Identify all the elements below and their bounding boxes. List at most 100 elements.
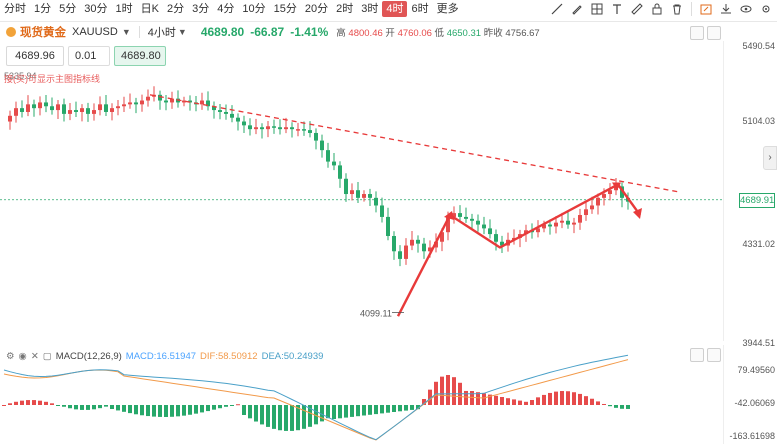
macd-histogram-bar <box>278 405 282 431</box>
candle-body <box>524 230 528 235</box>
symbol-name[interactable]: 现货黄金 <box>20 26 66 39</box>
tab-timeframe[interactable]: 6时 <box>411 3 429 15</box>
candle-body <box>224 111 228 114</box>
toolbar-divider <box>691 2 692 16</box>
macd-chart[interactable] <box>0 348 723 444</box>
grid-icon[interactable] <box>588 1 606 17</box>
price-chart[interactable]: 4099.11 <box>0 41 723 345</box>
scale-icon[interactable] <box>707 26 721 40</box>
wave-path <box>396 183 641 317</box>
macd-histogram-bar <box>530 400 534 405</box>
macd-histogram-bar <box>356 405 360 417</box>
text-icon[interactable] <box>608 1 626 17</box>
candle-body <box>182 100 186 103</box>
macd-histogram-bar <box>62 405 66 407</box>
tab-timeframe[interactable]: 5分 <box>59 3 77 15</box>
candle-body <box>428 247 432 252</box>
macd-tools <box>690 348 721 362</box>
candle-body <box>620 186 624 198</box>
candle-body <box>266 126 270 130</box>
macd-histogram-bar <box>452 377 456 405</box>
settings-icon[interactable] <box>757 1 775 17</box>
macd-histogram-bar <box>362 405 366 416</box>
tab-timeframe[interactable]: 2分 <box>166 3 185 15</box>
candle-body <box>464 216 468 219</box>
chevron-right-icon[interactable]: › <box>763 146 777 170</box>
macd-histogram-bar <box>416 405 420 410</box>
interval-select[interactable]: 4小时 <box>147 26 176 39</box>
candle-body <box>278 127 282 130</box>
symbol-code[interactable]: XAUUSD <box>72 25 118 38</box>
tab-timeframe[interactable]: 2时 <box>336 3 354 15</box>
buy-price-button[interactable]: 4689.80 <box>114 46 166 66</box>
save-icon[interactable] <box>717 1 735 17</box>
macd-histogram-bar <box>602 403 606 405</box>
macd-value: MACD:16.51947 <box>125 350 197 362</box>
macd-histogram-bar <box>218 405 222 409</box>
candle-body <box>68 110 72 114</box>
candle-body <box>374 197 378 206</box>
visibility-icon[interactable] <box>737 1 755 17</box>
candle-body <box>560 220 564 223</box>
quantity-input[interactable]: 0.01 <box>68 46 110 66</box>
candle-body <box>50 106 54 111</box>
tab-timeframe[interactable]: 15分 <box>273 3 297 15</box>
macd-histogram-bar <box>446 375 450 405</box>
chevron-down-icon[interactable]: ▼ <box>121 26 131 37</box>
candle-body <box>350 190 354 195</box>
candle-body <box>452 213 456 217</box>
visibility-icon[interactable]: ◉ <box>18 350 27 362</box>
price-axis: 5490.54 5104.03 4331.02 3944.51 <box>723 41 777 348</box>
candle-body <box>110 108 114 112</box>
snapshot-icon[interactable] <box>697 1 715 17</box>
close-icon[interactable]: ✕ <box>30 350 39 362</box>
lock-icon[interactable] <box>648 1 666 17</box>
macd-histogram-bar <box>380 405 384 414</box>
pen-icon[interactable] <box>568 1 586 17</box>
chevron-down-icon[interactable]: ▼ <box>177 26 187 37</box>
candle-body <box>188 100 192 103</box>
candle-body <box>308 130 312 133</box>
candle-body <box>482 224 486 229</box>
macd-histogram-bar <box>404 405 408 411</box>
candle-body <box>608 190 612 195</box>
macd-histogram-bar <box>524 401 528 405</box>
tab-timeframe[interactable]: 4分 <box>217 3 235 15</box>
tab-timeframe[interactable]: 10分 <box>242 3 266 15</box>
macd-histogram-bar <box>26 400 30 405</box>
delete-icon[interactable] <box>668 1 686 17</box>
macd-histogram-bar <box>608 405 612 407</box>
high-value: 4800.46 <box>348 27 383 39</box>
macd-histogram-bar <box>440 376 444 405</box>
expand-icon[interactable]: ▢ <box>42 350 52 362</box>
tab-timeframe[interactable]: 30分 <box>84 3 108 15</box>
tab-timeframe[interactable]: 日K <box>140 3 159 15</box>
tab-timeframe[interactable]: 1分 <box>34 3 52 15</box>
macd-histogram-bar <box>182 405 186 416</box>
trend-line-icon[interactable] <box>548 1 566 17</box>
candle-body <box>32 104 36 109</box>
ruler-icon[interactable] <box>628 1 646 17</box>
macd-histogram-bar <box>140 405 144 416</box>
tab-timeframe[interactable]: 分时 <box>4 3 26 15</box>
candle-body <box>218 110 222 112</box>
macd-histogram-bar <box>170 405 174 417</box>
tab-timeframe[interactable]: 1时 <box>115 3 133 15</box>
scale-icon[interactable] <box>707 348 721 362</box>
candle-body <box>422 243 426 252</box>
candle-body <box>488 228 492 235</box>
tab-timeframe[interactable]: 3时 <box>361 3 379 15</box>
zoom-icon[interactable] <box>690 348 704 362</box>
macd-histogram-bar <box>212 405 216 410</box>
zoom-icon[interactable] <box>690 26 704 40</box>
candle-body <box>578 215 582 223</box>
tab-timeframe[interactable]: 20分 <box>304 3 329 15</box>
sell-price-button[interactable]: 4689.96 <box>6 46 64 66</box>
tab-timeframe[interactable]: 3分 <box>192 3 210 15</box>
macd-label: -42.06069 <box>734 398 775 408</box>
macd-histogram-bar <box>512 399 516 405</box>
settings-icon[interactable]: ⚙ <box>6 350 15 362</box>
tab-timeframe[interactable]: 更多 <box>436 3 459 15</box>
tab-timeframe[interactable]: 4时 <box>382 1 408 17</box>
indicator-hint: 5335.94 <box>4 71 39 81</box>
